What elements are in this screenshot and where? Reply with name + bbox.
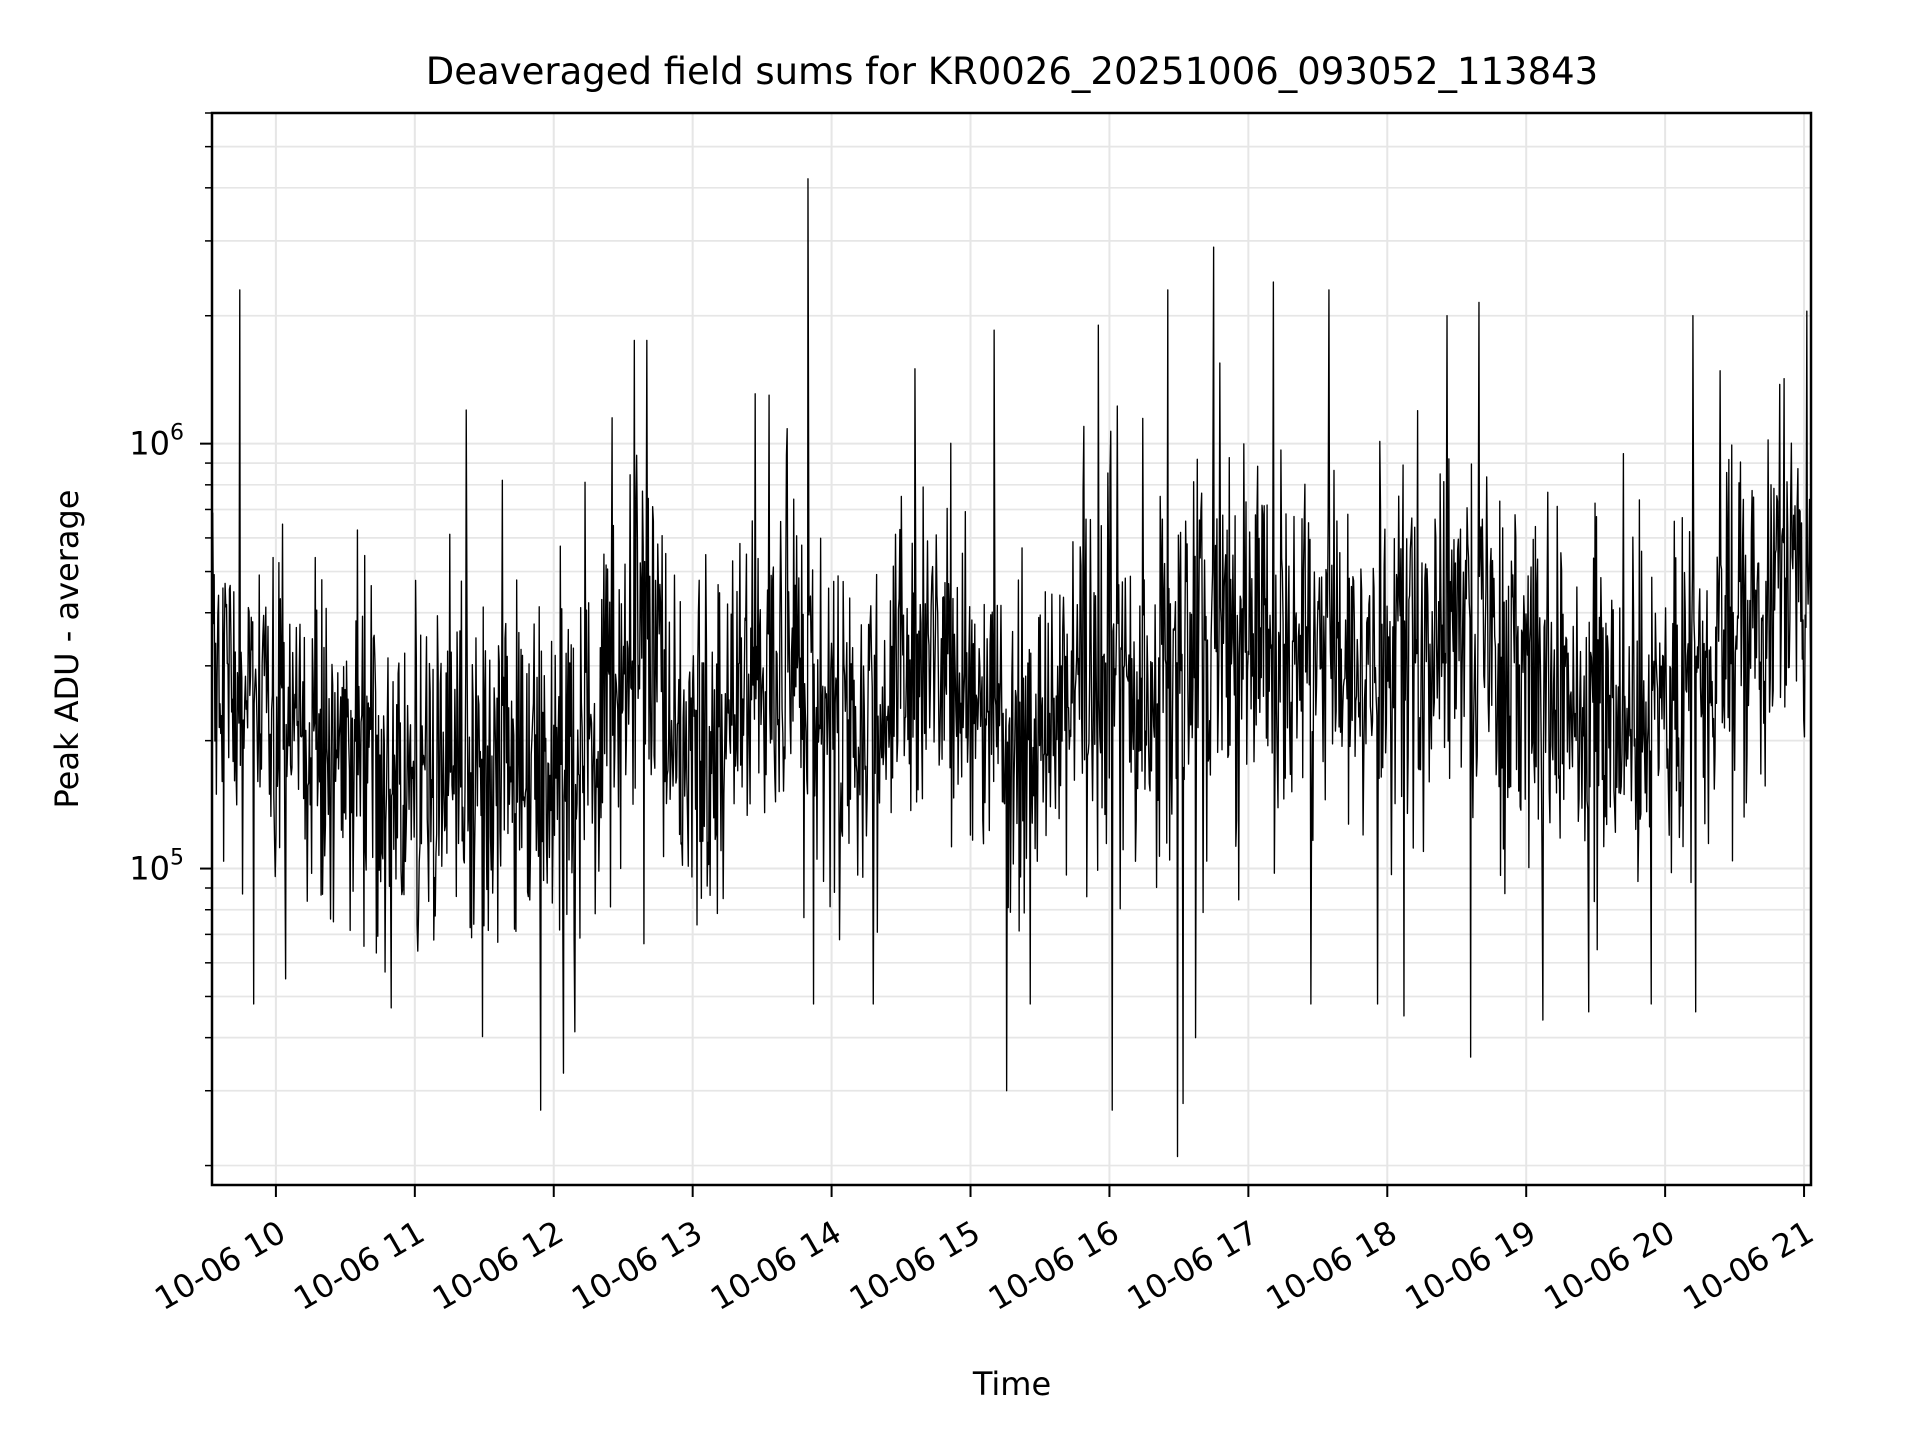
x-tick-label-6: 10-06 16 [982, 1213, 1126, 1318]
chart-title: Deaveraged field sums for KR0026_2025100… [426, 50, 1598, 93]
plot-area-frame [210, 111, 1813, 1187]
x-tick-label-5: 10-06 15 [843, 1213, 987, 1318]
x-tick-label-11: 10-06 21 [1676, 1213, 1820, 1318]
y-axis-label: Peak ADU - average [48, 490, 86, 809]
x-axis-label: Time [972, 1365, 1051, 1403]
y-axis: 105 106 [129, 112, 212, 1167]
x-tick-label-0: 10-06 10 [148, 1213, 292, 1318]
x-tick-label-4: 10-06 14 [704, 1213, 848, 1318]
series-line-peak-adu [211, 178, 1812, 1158]
series-layer [211, 178, 1812, 1158]
x-tick-label-1: 10-06 11 [287, 1213, 431, 1318]
x-tick-label-2: 10-06 12 [426, 1213, 570, 1318]
y-tick-label-1: 106 [129, 421, 184, 463]
x-tick-label-10: 10-06 20 [1538, 1213, 1682, 1318]
grid-layer [212, 112, 1811, 1185]
x-tick-label-8: 10-06 18 [1260, 1213, 1404, 1318]
x-tick-label-7: 10-06 17 [1121, 1213, 1265, 1318]
x-tick-label-3: 10-06 13 [565, 1213, 709, 1318]
x-tick-label-9: 10-06 19 [1399, 1213, 1543, 1318]
y-tick-label-0: 105 [129, 846, 184, 888]
